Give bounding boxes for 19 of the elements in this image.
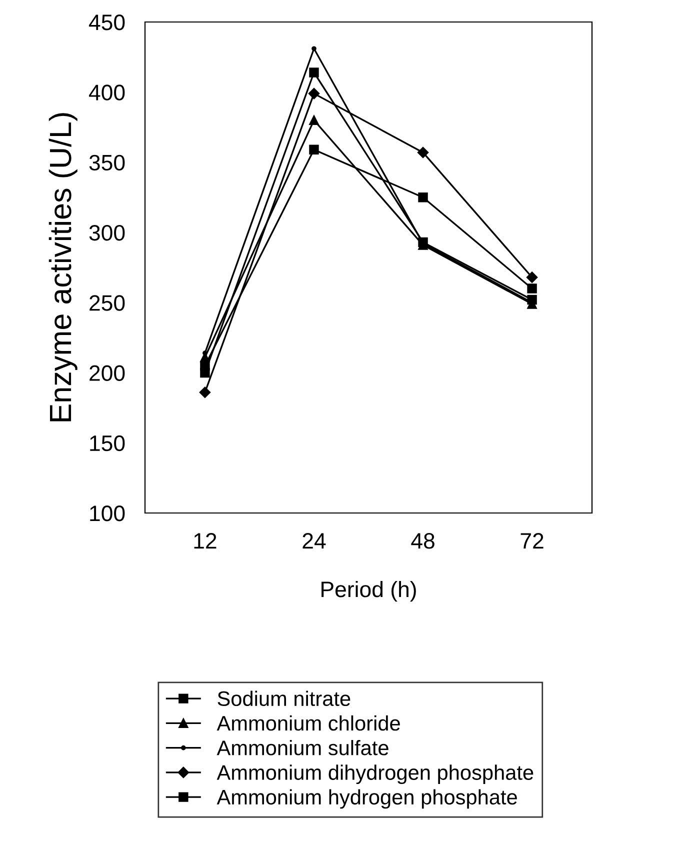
y-tick-label: 350 <box>89 154 125 171</box>
y-tick-label: 400 <box>88 84 125 100</box>
y-tick-label: 200 <box>90 365 125 381</box>
x-tick-label: 48 <box>411 533 434 549</box>
y-tick-label: 100 <box>90 506 125 522</box>
y-tick-label: 300 <box>89 224 125 241</box>
y-tick-label: 150 <box>90 435 125 452</box>
y-tick-label: 450 <box>88 14 125 30</box>
legend-label: Sodium nitrate <box>218 690 350 706</box>
x-axis-title: Period (h) <box>322 580 416 602</box>
legend-label: Ammonium hydrogen phosphate <box>216 789 517 809</box>
legend-label: Ammonium dihydrogen phosphate <box>216 764 534 784</box>
x-tick-label: 24 <box>302 533 326 549</box>
x-tick-label: 12 <box>194 533 216 549</box>
legend-label: Ammonium sulfate <box>216 740 388 756</box>
x-tick-label: 72 <box>520 533 544 549</box>
legend-label: Ammonium chloride <box>216 715 400 731</box>
y-axis-title: Enzyme activities (U/L) <box>48 113 78 422</box>
y-tick-label: 250 <box>90 295 125 311</box>
